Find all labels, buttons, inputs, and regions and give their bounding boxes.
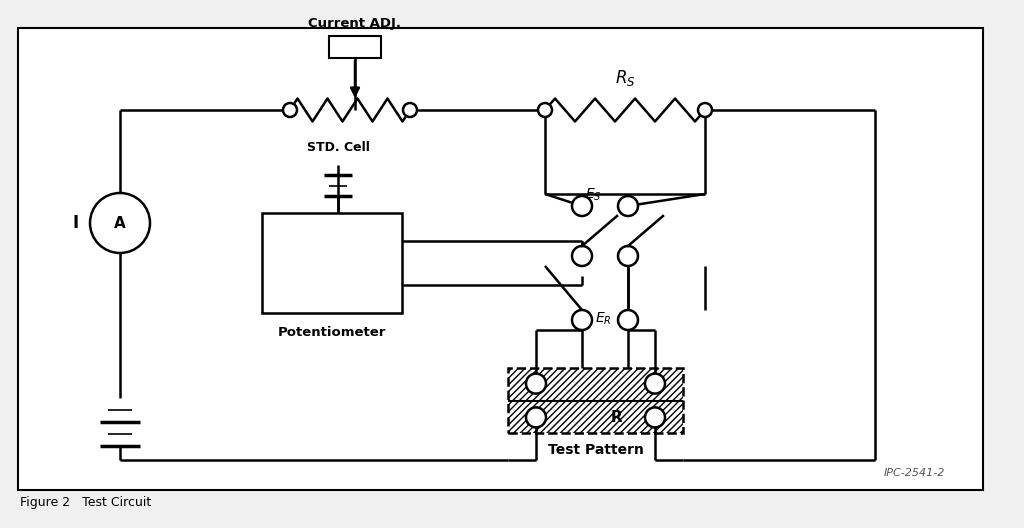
Text: $R_S$: $R_S$ (614, 68, 635, 88)
Circle shape (572, 310, 592, 330)
Circle shape (645, 374, 665, 393)
Circle shape (283, 103, 297, 117)
Circle shape (618, 310, 638, 330)
Bar (329, 36, 381, 58)
Circle shape (618, 196, 638, 216)
Bar (508, 368, 683, 433)
Circle shape (526, 408, 546, 427)
Text: Current ADJ.: Current ADJ. (308, 17, 401, 30)
Text: $E_R$: $E_R$ (595, 311, 611, 327)
Bar (18, 28, 983, 490)
Text: IPC-2541-2: IPC-2541-2 (884, 468, 945, 478)
Bar (262, 213, 402, 313)
Circle shape (403, 103, 417, 117)
Text: Figure 2   Test Circuit: Figure 2 Test Circuit (20, 496, 152, 509)
Text: A: A (114, 215, 126, 231)
Text: Test Pattern: Test Pattern (548, 443, 643, 457)
Circle shape (618, 246, 638, 266)
Bar (508, 368, 683, 433)
Circle shape (645, 408, 665, 427)
Text: STD. Cell: STD. Cell (306, 141, 370, 154)
Text: R: R (610, 410, 623, 425)
Text: I: I (73, 214, 79, 232)
Circle shape (698, 103, 712, 117)
Circle shape (572, 246, 592, 266)
Text: $E_S$: $E_S$ (585, 186, 602, 203)
Circle shape (572, 196, 592, 216)
Text: Potentiometer: Potentiometer (278, 326, 386, 339)
Circle shape (526, 374, 546, 393)
Circle shape (90, 193, 150, 253)
Circle shape (538, 103, 552, 117)
